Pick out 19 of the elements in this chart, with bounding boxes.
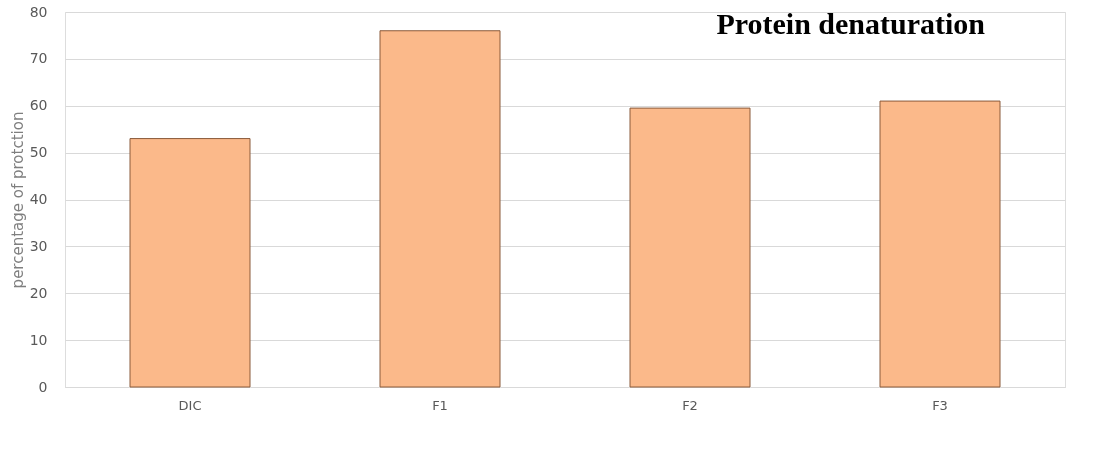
x-tick-label: DIC [178, 397, 202, 413]
y-tick-label: 50 [29, 144, 48, 161]
bar [879, 100, 1001, 388]
y-tick-label: 70 [29, 50, 48, 67]
x-tick-label: F3 [932, 397, 948, 413]
y-tick-label: 10 [29, 331, 48, 348]
bar [629, 107, 751, 388]
x-tick-label: F1 [432, 397, 448, 413]
y-tick-label: 80 [29, 3, 48, 20]
y-tick-label: 0 [38, 378, 48, 395]
x-tick-label: F2 [682, 397, 698, 413]
bar [379, 30, 501, 388]
bar [129, 138, 251, 388]
y-axis-title: percentage of protction [8, 111, 27, 289]
y-tick-label: 30 [29, 237, 48, 254]
y-tick-label: 60 [29, 97, 48, 114]
y-tick-label: 20 [29, 284, 48, 301]
y-tick-label: 40 [29, 191, 48, 207]
chart-title: Protein denaturation [716, 7, 986, 40]
